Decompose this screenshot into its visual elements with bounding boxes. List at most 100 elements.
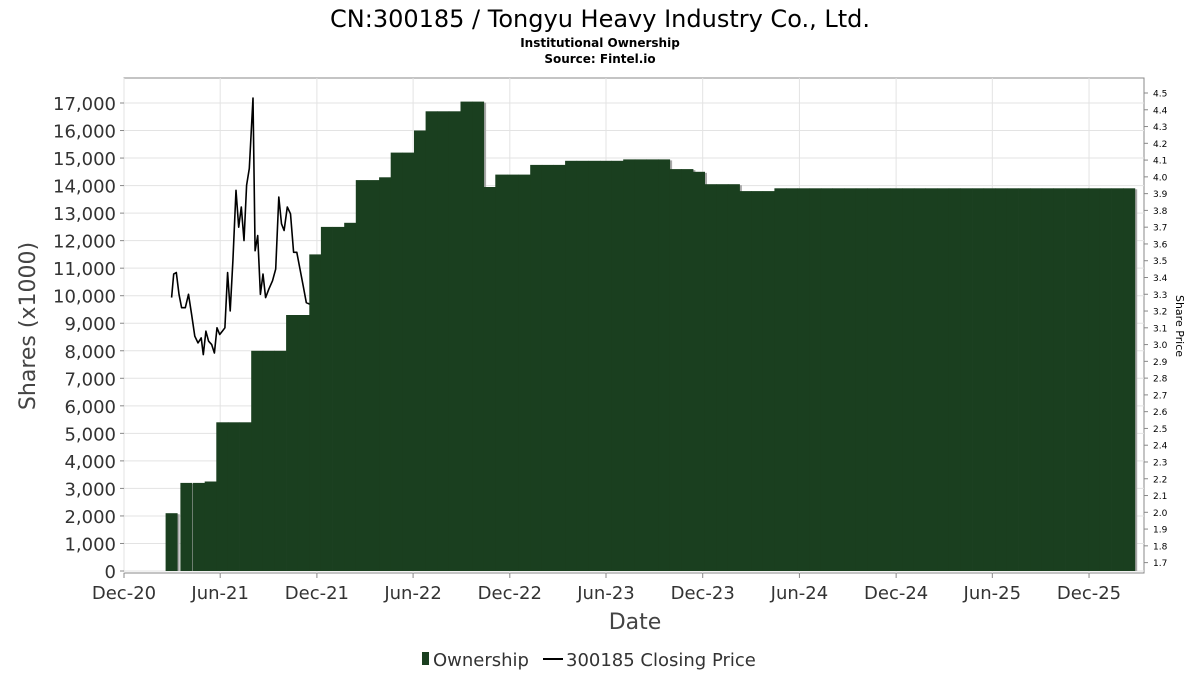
- ownership-bar-body: [844, 188, 857, 572]
- ownership-bar: [1006, 188, 1021, 572]
- ownership-bar: [332, 226, 347, 571]
- ownership-bar: [600, 160, 614, 572]
- ownership-bar-body: [623, 159, 636, 571]
- ownership-bar-body: [704, 184, 717, 571]
- ownership-bar: [960, 188, 975, 572]
- y2-tick-label: 3.4: [1153, 274, 1168, 284]
- ownership-bar-body: [239, 422, 252, 571]
- ownership-bar: [437, 111, 452, 572]
- ownership-bar-body: [274, 350, 287, 571]
- x-tick-label: Dec-22: [478, 583, 542, 604]
- ownership-bar-body: [1123, 188, 1136, 572]
- ownership-bar-body: [472, 101, 485, 571]
- y-tick-label: 12,000: [53, 232, 116, 253]
- ownership-bar: [414, 130, 428, 571]
- y2-tick-label: 3.2: [1153, 308, 1167, 318]
- y2-tick-label: 2.1: [1153, 492, 1167, 502]
- ownership-bar: [309, 254, 324, 571]
- ownership-bar: [274, 350, 289, 571]
- ownership-bar-body: [634, 159, 647, 571]
- ownership-bar: [193, 482, 207, 571]
- ownership-bar: [320, 226, 335, 571]
- ownership-bar-body: [1076, 188, 1089, 572]
- ownership-bar-body: [786, 188, 798, 572]
- ownership-bar: [890, 188, 905, 572]
- ownership-bar: [588, 160, 603, 572]
- ownership-bar: [344, 222, 359, 572]
- ownership-bar-body: [193, 482, 205, 571]
- y2-tick-label: 3.7: [1153, 224, 1167, 234]
- ownership-bar: [913, 188, 928, 572]
- ownership-bar: [402, 152, 417, 571]
- ownership-bar-body: [879, 188, 891, 572]
- y-tick-label: 4,000: [64, 452, 116, 473]
- x-tick-label: Jun-22: [383, 583, 442, 604]
- ownership-bar-body: [379, 177, 392, 572]
- y2-tick-label: 3.3: [1153, 291, 1167, 301]
- ownership-bar-body: [867, 188, 880, 572]
- ownership-bar-body: [925, 188, 938, 572]
- ownership-bar-body: [1111, 188, 1124, 572]
- ownership-bar-body: [600, 160, 612, 572]
- ownership-bar: [751, 191, 766, 571]
- y2-tick-label: 2.3: [1153, 458, 1167, 468]
- ownership-bar: [460, 101, 475, 571]
- y2-tick-label: 4.2: [1153, 140, 1167, 150]
- y2-tick-label: 1.9: [1153, 526, 1168, 536]
- ownership-bar-body: [890, 188, 903, 572]
- y-tick-label: 3,000: [64, 479, 116, 500]
- ownership-bar: [367, 180, 382, 571]
- ownership-bar: [623, 159, 638, 571]
- ownership-bar: [1099, 188, 1114, 572]
- ownership-bar: [809, 188, 824, 572]
- y-tick-label: 14,000: [53, 177, 116, 198]
- y-tick-label: 16,000: [53, 122, 116, 143]
- axes: 0 1,000 2,000 3,000 4,000 5,000 6,000 7,000 8,00…: [53, 90, 1168, 605]
- ownership-bar: [251, 350, 266, 571]
- ownership-bar: [681, 169, 696, 571]
- y2-tick-label: 2.8: [1153, 375, 1168, 385]
- ownership-bar: [704, 184, 719, 571]
- ownership-bar-body: [262, 350, 275, 571]
- y2-tick-label: 2.7: [1153, 391, 1167, 401]
- ownership-bar-body: [855, 188, 868, 572]
- ownership-bar: [576, 160, 591, 572]
- y2-tick-label: 3.0: [1153, 341, 1168, 351]
- legend: Ownership 300185 Closing Price: [422, 650, 756, 671]
- ownership-bar: [948, 188, 963, 572]
- ownership-bar: [1123, 188, 1138, 572]
- ownership-bar-body: [913, 188, 926, 572]
- x-tick-label: Dec-25: [1057, 583, 1121, 604]
- ownership-bar-body: [309, 254, 322, 571]
- y2-tick-label: 3.1: [1153, 324, 1167, 334]
- ownership-bar-body: [611, 160, 624, 572]
- ownership-bar-body: [588, 160, 601, 572]
- ownership-bar: [541, 164, 556, 571]
- ownership-bar-body: [1099, 188, 1112, 572]
- ownership-bar-body: [402, 152, 415, 571]
- ownership-bar-body: [902, 188, 915, 572]
- ownership-bar-body: [507, 174, 519, 571]
- ownership-bar: [762, 191, 777, 571]
- ownership-bar: [1030, 188, 1045, 572]
- y2-tick-label: 4.1: [1153, 157, 1167, 167]
- ownership-bar: [1065, 188, 1080, 572]
- y-tick-label: 17,000: [53, 94, 116, 115]
- ownership-bar: [483, 187, 498, 571]
- legend-ownership-label: Ownership: [433, 650, 529, 671]
- ownership-bar: [262, 350, 277, 571]
- y-tick-label: 11,000: [53, 259, 116, 280]
- legend-ownership-swatch: [422, 652, 429, 665]
- ownership-bar: [727, 184, 742, 571]
- ownership-bar: [286, 315, 301, 571]
- ownership-bar-body: [937, 188, 950, 572]
- ownership-bar-body: [646, 159, 659, 571]
- ownership-bars: [165, 101, 1138, 572]
- legend-price-label: 300185 Closing Price: [566, 650, 756, 671]
- ownership-bar-body: [390, 152, 403, 571]
- ownership-bar-body: [1053, 188, 1066, 572]
- ownership-bar-body: [995, 188, 1008, 572]
- x-tick-label: Dec-24: [864, 583, 928, 604]
- ownership-bar: [774, 188, 789, 572]
- ownership-bar: [611, 160, 626, 572]
